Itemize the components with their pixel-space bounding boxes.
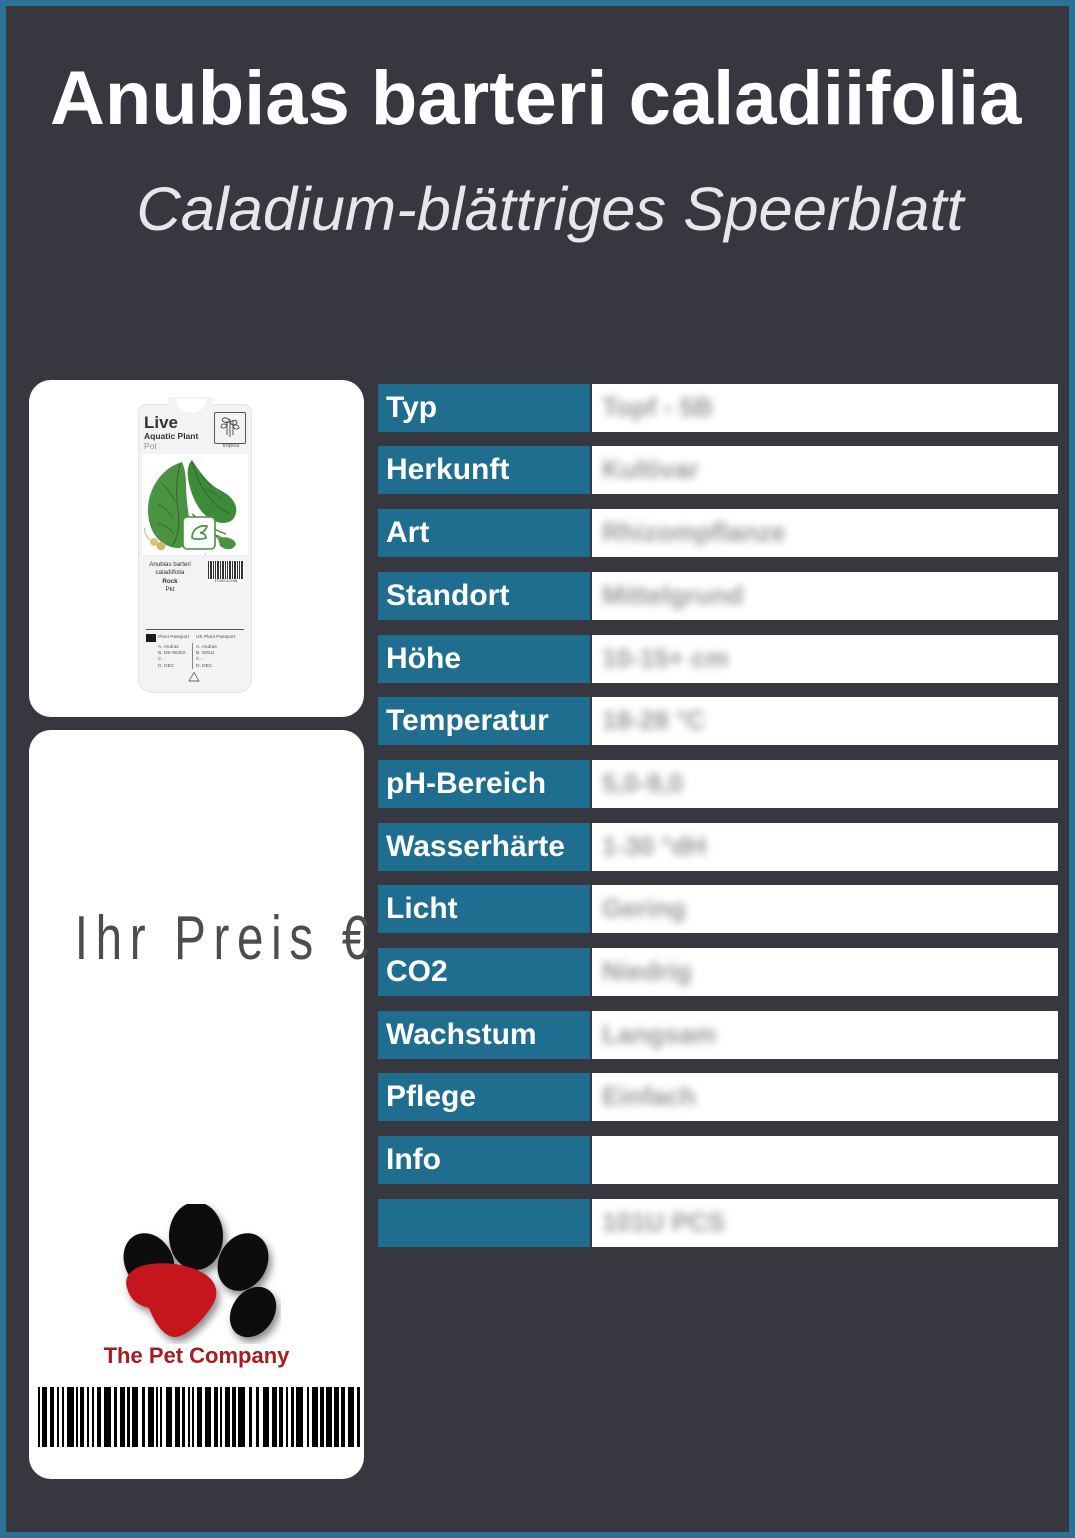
svg-text:5704921123456: 5704921123456 — [215, 579, 238, 583]
